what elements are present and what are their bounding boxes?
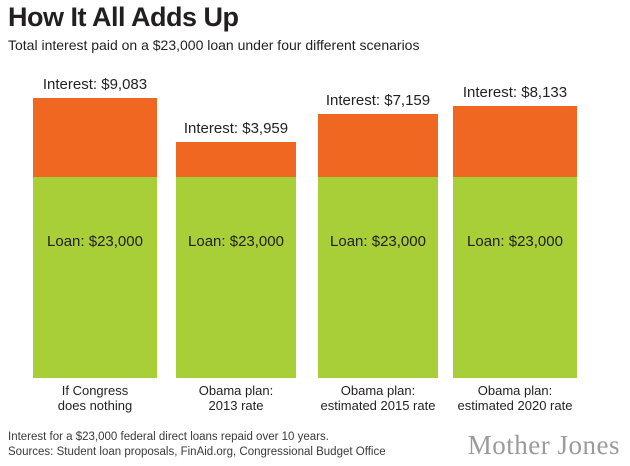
loan-bar-segment: Loan: $23,000: [33, 177, 157, 378]
bar-column-congress: Interest: $9,083 Loan: $23,000 If Congre…: [33, 60, 157, 413]
bar-column-2015: Interest: $7,159 Loan: $23,000 Obama pla…: [318, 60, 438, 413]
axis-label-line1: If Congress: [61, 383, 129, 398]
chart-subtitle: Total interest paid on a $23,000 loan un…: [8, 37, 420, 53]
interest-value-label: Interest: $9,083: [42, 76, 148, 93]
loan-value-label: Loan: $23,000: [188, 233, 284, 250]
interest-value-label: Interest: $7,159: [325, 92, 431, 109]
axis-label-line1: Obama plan:: [198, 383, 274, 398]
interest-bar-segment: [318, 114, 438, 177]
axis-category-label: Obama plan: estimated 2015 rate: [294, 383, 462, 413]
chart-title: How It All Adds Up: [8, 2, 239, 32]
loan-bar-segment: Loan: $23,000: [176, 177, 296, 378]
loan-bar-segment: Loan: $23,000: [318, 177, 438, 378]
interest-bar-segment: [176, 142, 296, 177]
axis-label-line2: estimated 2015 rate: [320, 398, 436, 414]
loan-bar-segment: Loan: $23,000: [453, 177, 577, 378]
axis-label-line1: Obama plan:: [477, 383, 553, 398]
chart-footnote: Interest for a $23,000 federal direct lo…: [8, 430, 386, 460]
loan-value-label: Loan: $23,000: [47, 233, 143, 250]
axis-label-line2: does nothing: [57, 398, 133, 414]
bar-column-2020: Interest: $8,133 Loan: $23,000 Obama pla…: [453, 60, 577, 413]
bar-column-2013: Interest: $3,959 Loan: $23,000 Obama pla…: [176, 60, 296, 413]
axis-label-line1: Obama plan:: [340, 383, 416, 398]
interest-value-label: Interest: $3,959: [183, 120, 289, 137]
interest-bar-segment: [33, 98, 157, 177]
axis-category-label: Obama plan: estimated 2020 rate: [428, 383, 602, 413]
footnote-line: Interest for a $23,000 federal direct lo…: [8, 431, 329, 443]
interest-value-label: Interest: $8,133: [462, 84, 568, 101]
interest-bar-segment: [453, 106, 577, 177]
axis-category-label: Obama plan: 2013 rate: [152, 383, 320, 413]
axis-label-line2: 2013 rate: [208, 398, 264, 414]
axis-category-label: If Congress does nothing: [8, 383, 182, 413]
loan-value-label: Loan: $23,000: [330, 233, 426, 250]
axis-label-line2: estimated 2020 rate: [457, 398, 573, 414]
sources-line: Sources: Student loan proposals, FinAid.…: [8, 445, 386, 458]
loan-value-label: Loan: $23,000: [467, 233, 563, 250]
motherjones-logo: Mother Jones: [467, 430, 620, 460]
